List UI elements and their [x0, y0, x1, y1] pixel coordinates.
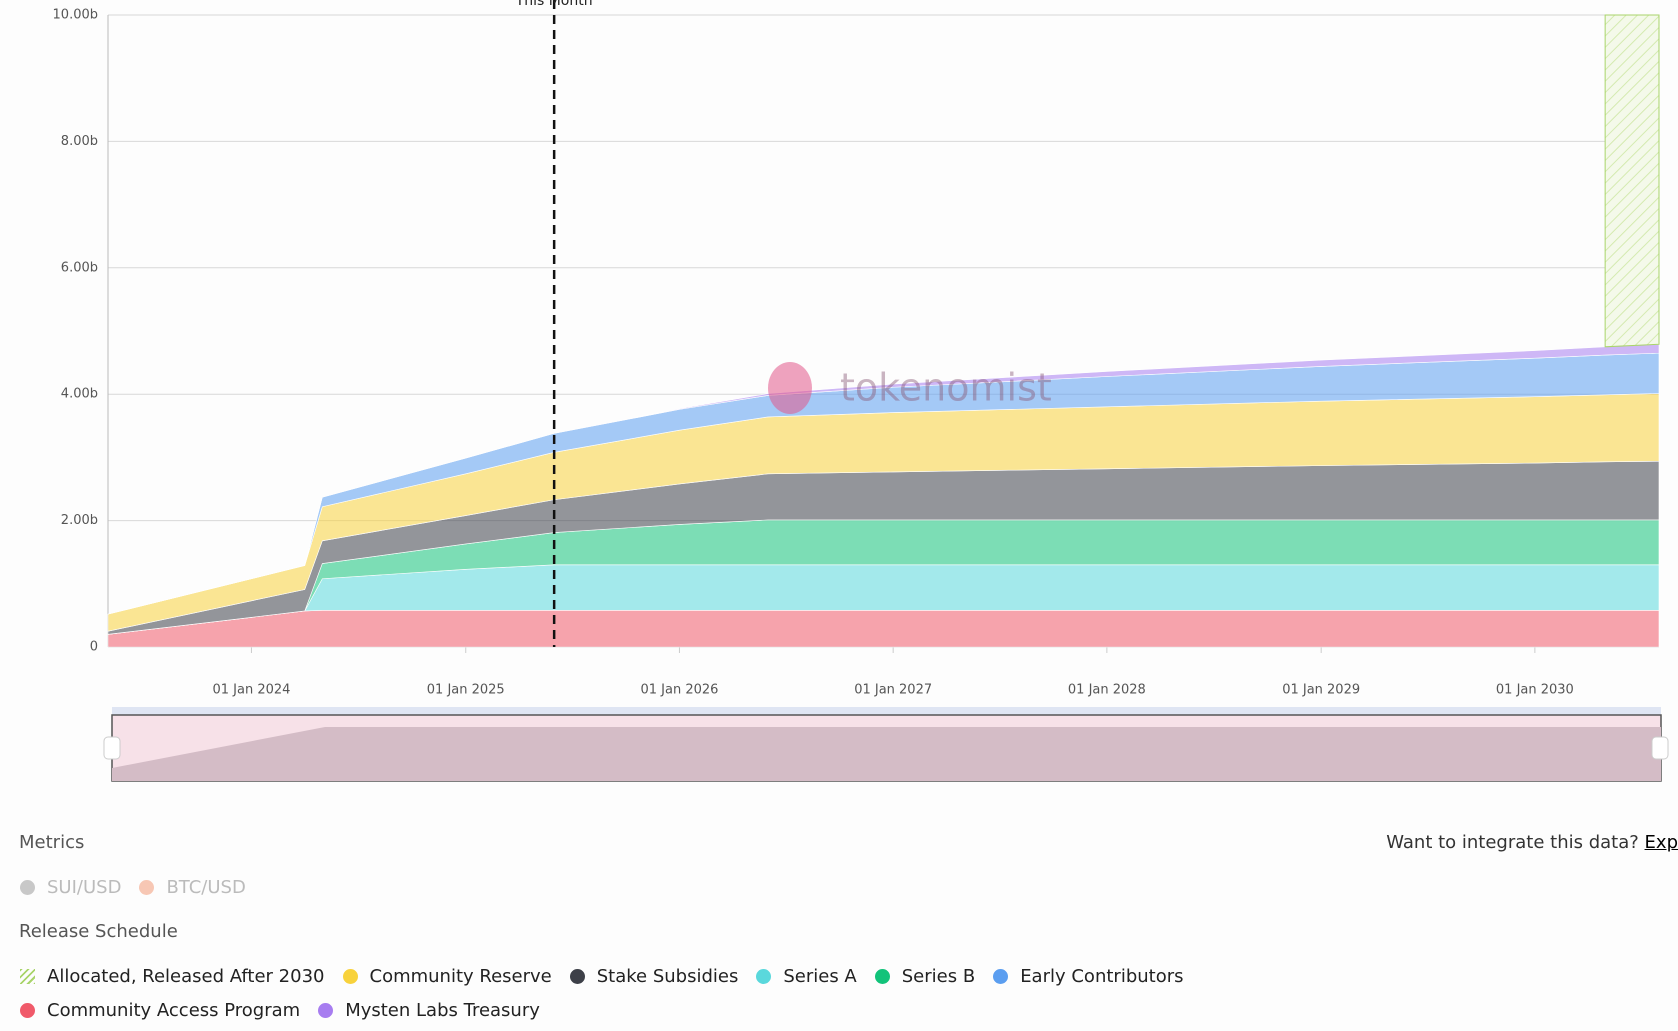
watermark: tokenomist [840, 366, 1052, 410]
integrate-note: Want to integrate this data? Exp [1386, 832, 1678, 853]
legend: Allocated, Released After 2030 Community … [20, 966, 1184, 987]
legend-swatch [993, 969, 1009, 984]
watermark-logo [768, 362, 812, 414]
y-tick-label: 6.00b [61, 260, 98, 275]
chart: 0 2.00b 4.00b 6.00b 8.00b 10.00b 01 Jan 2024 01… [53, 0, 1669, 782]
x-tick-label: 01 Jan 2025 [427, 683, 505, 698]
x-tick-label: 01 Jan 2027 [854, 683, 932, 698]
legend-swatch [569, 969, 585, 984]
legend-swatch [342, 969, 358, 984]
x-tick-label: 01 Jan 2024 [212, 683, 290, 698]
x-tick-label: 01 Jan 2030 [1496, 683, 1574, 698]
x-tick-label: 01 Jan 2026 [640, 683, 718, 698]
area [1604, 14, 1660, 348]
annotation-label: This Month [515, 0, 593, 9]
legend-item[interactable]: Series B [874, 966, 976, 987]
metrics-title: Metrics [19, 832, 85, 853]
navigator-handle[interactable] [1651, 736, 1669, 760]
metrics-list: SUI/USD BTC/USD [20, 877, 246, 898]
export-link[interactable]: Exp [1644, 832, 1678, 853]
y-tick-label: 2.00b [61, 513, 98, 528]
navigator-band [112, 707, 1661, 715]
metric-label: BTC/USD [166, 877, 246, 898]
legend-swatch [20, 969, 35, 984]
y-tick-label: 8.00b [61, 134, 98, 149]
metric-toggle[interactable]: SUI/USD [20, 877, 121, 898]
legend-item[interactable]: Early Contributors [993, 966, 1184, 987]
legend-swatch [756, 969, 772, 984]
navigator-series [112, 727, 1661, 781]
legend-item[interactable]: Allocated, Released After 2030 [20, 966, 325, 987]
legend-item[interactable]: Series A [756, 966, 857, 987]
area [107, 610, 1660, 648]
x-tick-label: 01 Jan 2028 [1068, 683, 1146, 698]
metric-label: SUI/USD [47, 877, 122, 898]
legend-label: Stake Subsidies [596, 966, 739, 987]
legend-label: Allocated, Released After 2030 [47, 966, 325, 987]
area [107, 343, 1660, 615]
y-tick-label: 4.00b [61, 387, 98, 402]
y-tick-label: 0 [90, 640, 98, 655]
navigator[interactable] [103, 707, 1669, 782]
legend: Community Access Program Mysten Labs Trea… [20, 1000, 540, 1021]
legend-label: Community Access Program [47, 1000, 301, 1021]
legend-label: Series B [901, 966, 976, 987]
legend-item[interactable]: Mysten Labs Treasury [318, 1000, 540, 1021]
legend-swatch [318, 1003, 334, 1018]
legend-label: Early Contributors [1020, 966, 1184, 987]
legend-title: Release Schedule [19, 921, 178, 942]
legend-item[interactable]: Community Reserve [342, 966, 552, 987]
integrate-text: Want to integrate this data? [1386, 832, 1639, 853]
metric-toggle[interactable]: BTC/USD [139, 877, 246, 898]
navigator-handle[interactable] [103, 736, 121, 760]
legend-item[interactable]: Community Access Program [20, 1000, 300, 1021]
legend-item[interactable]: Stake Subsidies [569, 966, 739, 987]
x-tick-label: 01 Jan 2029 [1282, 683, 1360, 698]
legend-label: Community Reserve [369, 966, 552, 987]
legend-label: Mysten Labs Treasury [345, 1000, 540, 1021]
legend-swatch [20, 1003, 35, 1018]
legend-swatch [874, 969, 890, 984]
legend-label: Series A [783, 966, 857, 987]
y-tick-label: 10.00b [53, 8, 98, 23]
